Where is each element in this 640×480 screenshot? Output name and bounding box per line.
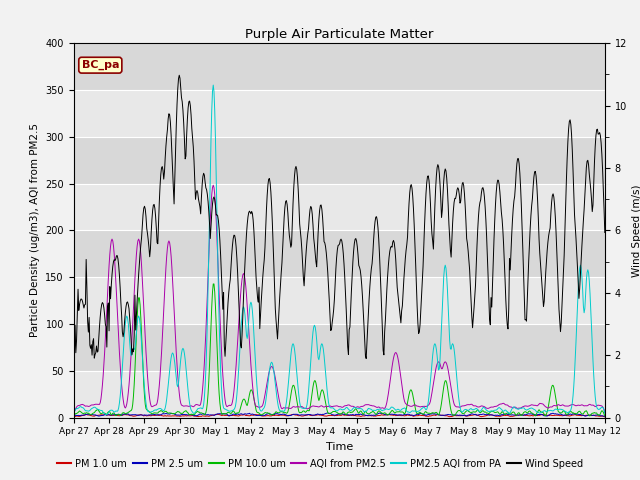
Bar — [74, 90, 605, 137]
X-axis label: Time: Time — [326, 442, 353, 452]
Title: Purple Air Particulate Matter: Purple Air Particulate Matter — [245, 28, 433, 41]
Bar — [74, 371, 605, 418]
Text: BC_pa: BC_pa — [81, 60, 119, 70]
Bar — [74, 137, 605, 184]
Bar — [74, 184, 605, 230]
Bar — [74, 277, 605, 324]
Legend: PM 1.0 um, PM 2.5 um, PM 10.0 um, AQI from PM2.5, PM2.5 AQI from PA, Wind Speed: PM 1.0 um, PM 2.5 um, PM 10.0 um, AQI fr… — [53, 455, 587, 473]
Y-axis label: Particle Density (ug/m3), AQI from PM2.5: Particle Density (ug/m3), AQI from PM2.5 — [29, 123, 40, 337]
Bar — [74, 43, 605, 90]
Y-axis label: Wind Speed (m/s): Wind Speed (m/s) — [632, 184, 640, 276]
Bar — [74, 230, 605, 277]
Bar — [74, 324, 605, 371]
